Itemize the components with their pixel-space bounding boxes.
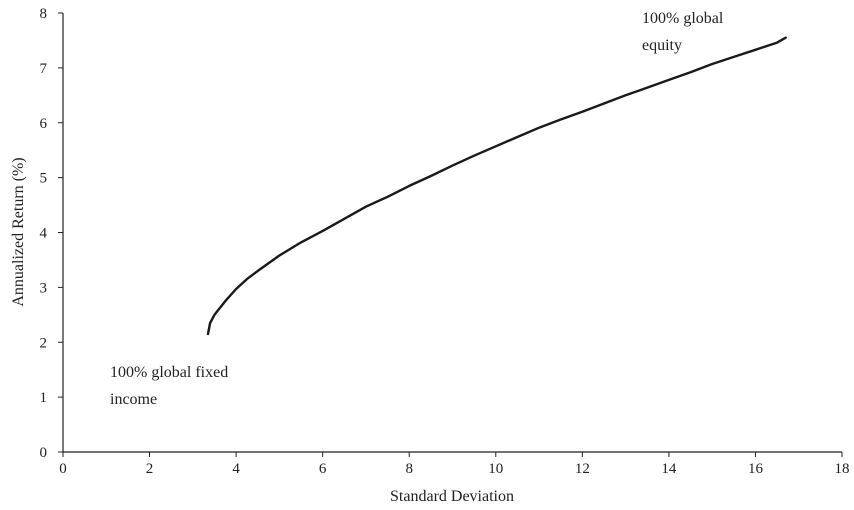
x-tick-label: 0 [59, 461, 67, 477]
y-tick-label: 7 [40, 61, 48, 77]
y-tick-label: 4 [40, 226, 48, 242]
annotation-fixed-line2: income [110, 391, 157, 408]
y-axis-title: Annualized Return (%) [10, 157, 27, 306]
x-ticks: 0 2 4 6 8 10 12 14 16 18 [59, 452, 850, 477]
y-tick-label: 2 [40, 335, 48, 351]
y-tick-label: 8 [40, 6, 48, 22]
y-tick-label: 5 [40, 171, 48, 187]
y-tick-label: 3 [40, 280, 48, 296]
y-tick-label: 6 [40, 116, 48, 132]
x-tick-label: 14 [661, 461, 677, 477]
annotation-equity-line2: equity [642, 37, 682, 54]
annotation-equity: 100% global equity [642, 10, 724, 54]
annotation-fixed-line1: 100% global fixed [110, 364, 228, 381]
x-axis-title: Standard Deviation [390, 488, 514, 505]
x-tick-label: 4 [232, 461, 240, 477]
x-tick-label: 2 [146, 461, 154, 477]
series-line [206, 36, 787, 336]
x-tick-label: 16 [748, 461, 764, 477]
x-tick-label: 18 [835, 461, 850, 477]
x-tick-label: 10 [488, 461, 503, 477]
y-ticks: 0 1 2 3 4 5 6 7 8 [40, 6, 63, 461]
annotation-fixed-income: 100% global fixed income [110, 364, 228, 408]
x-tick-label: 6 [319, 461, 327, 477]
x-tick-label: 8 [405, 461, 413, 477]
y-tick-label: 0 [40, 445, 48, 461]
annotation-equity-line1: 100% global [642, 10, 724, 27]
y-tick-label: 1 [40, 390, 48, 406]
x-tick-label: 12 [575, 461, 590, 477]
x-axis: 0 2 4 6 8 10 12 14 16 18 [59, 451, 850, 477]
y-axis: 0 1 2 3 4 5 6 7 8 [40, 6, 64, 461]
